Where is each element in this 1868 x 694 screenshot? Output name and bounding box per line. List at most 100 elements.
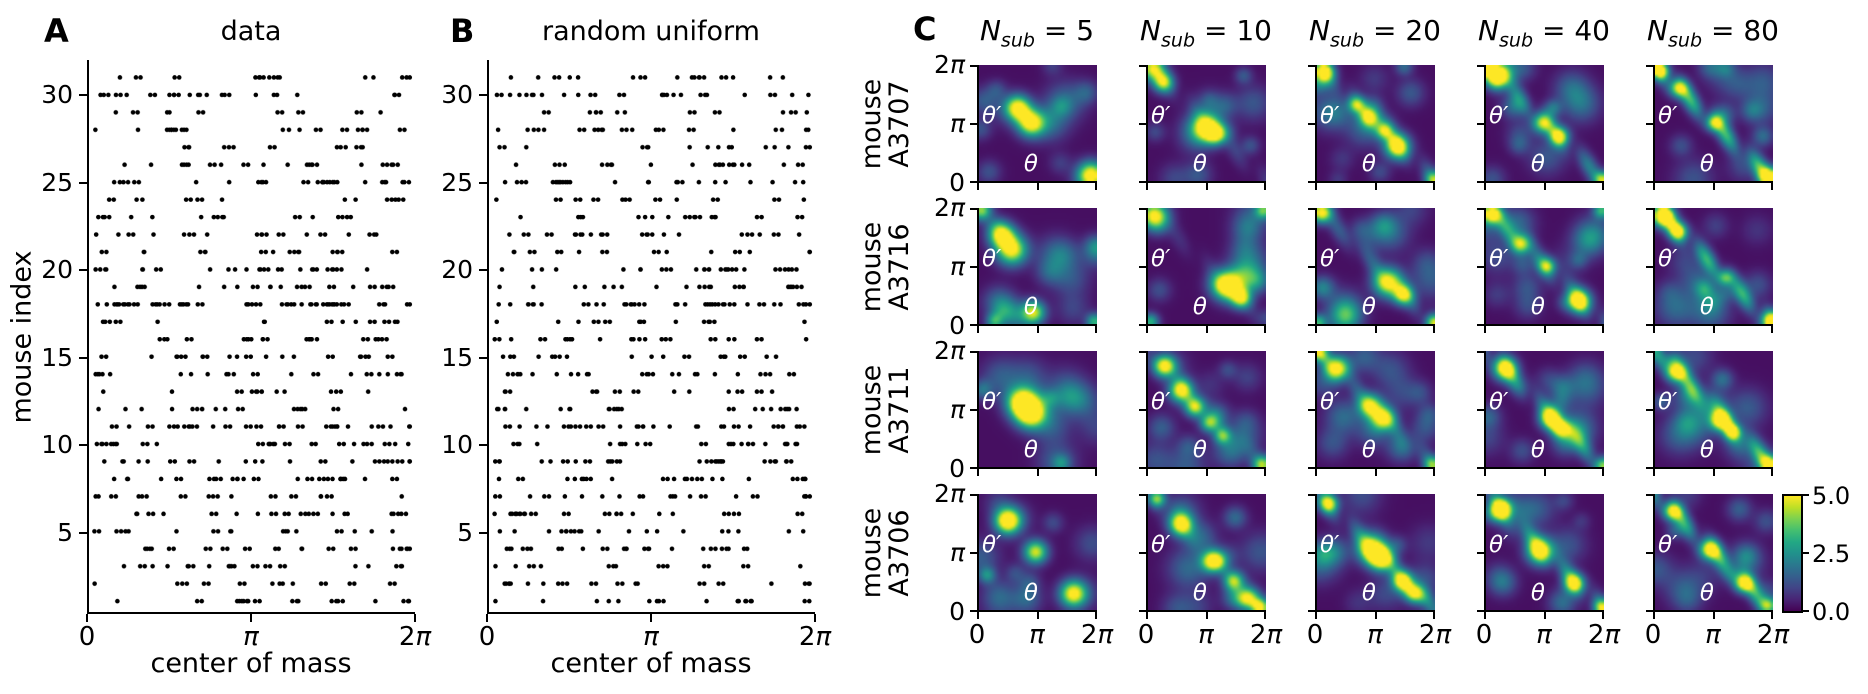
colorbar-tick	[1803, 494, 1809, 496]
nsub-value: = 10	[1195, 14, 1272, 47]
heatmap-y-tick-label: 2π	[934, 479, 965, 508]
heatmap-x-tick	[1146, 183, 1148, 190]
heatmap-y-tick-label: 2π	[934, 193, 965, 222]
heatmap-x-tick	[1315, 469, 1317, 476]
heatmap-x-tick	[1433, 183, 1435, 190]
heatmap-canvas	[1317, 208, 1435, 324]
heatmap-canvas	[979, 65, 1097, 181]
heatmap-y-tick	[970, 351, 977, 353]
pi-glyph: π	[1435, 620, 1452, 650]
pi-glyph: π	[1773, 620, 1790, 650]
nsub-subscript: sub	[1161, 29, 1196, 52]
heatmap-y-tick	[1477, 324, 1484, 326]
pi-glyph: π	[949, 336, 965, 365]
y-tick	[79, 532, 87, 534]
heatmap-y-tick	[1308, 610, 1315, 612]
heatmap-x-tick	[1375, 183, 1377, 190]
heatmap-y-tick	[1477, 65, 1484, 67]
heatmap-canvas	[1655, 351, 1773, 467]
column-header: Nsub = 20	[1309, 14, 1441, 52]
theta-label: θ	[1361, 437, 1376, 463]
heatmap-x-tick	[1037, 326, 1039, 333]
colorbar-tick-label: 2.5	[1812, 540, 1851, 568]
heatmap-canvas	[1486, 351, 1604, 467]
heatmap-y-tick	[970, 494, 977, 496]
heatmap-y-tick-label: 2π	[934, 50, 965, 79]
heatmap-x-tick-label: 0	[1306, 620, 1324, 650]
heatmap-y-tick	[1308, 65, 1315, 67]
heatmap-y-tick	[1646, 208, 1653, 210]
nsub-value: = 5	[1034, 14, 1095, 47]
row-label: mouse A3706	[856, 508, 915, 599]
heatmap-x-tick	[1315, 326, 1317, 333]
heatmap-y-tick	[1308, 266, 1315, 268]
heatmap-x-tick	[1375, 612, 1377, 619]
heatmap-y-tick	[1477, 409, 1484, 411]
heatmap-y-tick	[1477, 467, 1484, 469]
theta-label: θ	[1192, 294, 1207, 320]
heatmap-canvas	[1655, 494, 1773, 610]
heatmap-y-tick	[1477, 123, 1484, 125]
heatmap-x-tick	[977, 326, 979, 333]
column-header: Nsub = 5	[980, 14, 1094, 52]
heatmap-cell: θ′ θ	[1653, 351, 1773, 469]
theta-prime-label: θ′	[1151, 389, 1171, 416]
heatmap-y-tick	[970, 467, 977, 469]
heatmap-x-tick	[1602, 326, 1604, 333]
pi-glyph: π	[1266, 620, 1283, 650]
heatmap-x-tick	[1264, 612, 1266, 619]
pi-glyph: π	[815, 622, 832, 652]
heatmap-y-tick	[1308, 208, 1315, 210]
heatmap-x-tick	[1713, 326, 1715, 333]
heatmap-y-tick	[1308, 123, 1315, 125]
heatmap-y-tick-label: π	[915, 253, 965, 280]
pi-glyph: π	[949, 50, 965, 79]
heatmap-canvas	[1317, 65, 1435, 181]
y-tick	[479, 356, 487, 359]
heatmap-x-tick	[1653, 326, 1655, 333]
x-tick	[250, 614, 252, 622]
heatmap-cell: θ′ θ	[1315, 494, 1435, 612]
nsub-value: = 20	[1364, 14, 1441, 47]
panel-a-plot	[87, 60, 415, 614]
theta-label: θ	[1699, 294, 1714, 320]
heatmap-y-tick	[1308, 409, 1315, 411]
heatmap-y-tick	[1477, 610, 1484, 612]
pi-glyph: π	[1097, 620, 1114, 650]
heatmap-x-tick	[1653, 469, 1655, 476]
theta-prime-label: θ′	[1320, 103, 1340, 130]
x-tick-label: 2π	[398, 622, 432, 652]
heatmap-cell: θ′ θ	[1484, 208, 1604, 326]
heatmap-x-tick	[1146, 326, 1148, 333]
heatmap-x-tick-label: π	[1705, 622, 1721, 649]
heatmap-y-tick	[1477, 181, 1484, 183]
pi-glyph: π	[243, 622, 259, 652]
theta-label: θ	[1699, 580, 1714, 606]
heatmap-x-tick-label: π	[1367, 622, 1383, 649]
panel-a-tag: A	[44, 12, 69, 50]
heatmap-x-tick	[1095, 469, 1097, 476]
heatmap-x-tick	[1433, 612, 1435, 619]
heatmap-y-tick-label: π	[915, 110, 965, 137]
heatmap-y-tick	[1308, 351, 1315, 353]
heatmap-y-tick	[1139, 123, 1146, 125]
colorbar	[1782, 494, 1803, 613]
heatmap-y-tick-label: π	[915, 539, 965, 566]
heatmap-x-tick	[1206, 612, 1208, 619]
theta-prime-label: θ′	[1489, 532, 1509, 559]
heatmap-x-tick	[1095, 326, 1097, 333]
panel-c-tag: C	[913, 10, 937, 48]
y-tick-label: 15	[41, 342, 73, 372]
y-tick-label: 30	[41, 80, 73, 109]
heatmap-y-tick	[1477, 552, 1484, 554]
heatmap-x-tick	[1713, 469, 1715, 476]
heatmap-x-tick	[1602, 183, 1604, 190]
heatmap-cell: θ′ θ	[977, 351, 1097, 469]
heatmap-canvas	[1655, 65, 1773, 181]
row-label: mouse A3716	[856, 222, 915, 313]
heatmap-y-tick	[1646, 123, 1653, 125]
heatmap-canvas	[1148, 65, 1266, 181]
heatmap-cell: θ′ θ	[1146, 65, 1266, 183]
x-tick-label: 2π	[798, 622, 832, 652]
heatmap-y-tick	[1139, 266, 1146, 268]
